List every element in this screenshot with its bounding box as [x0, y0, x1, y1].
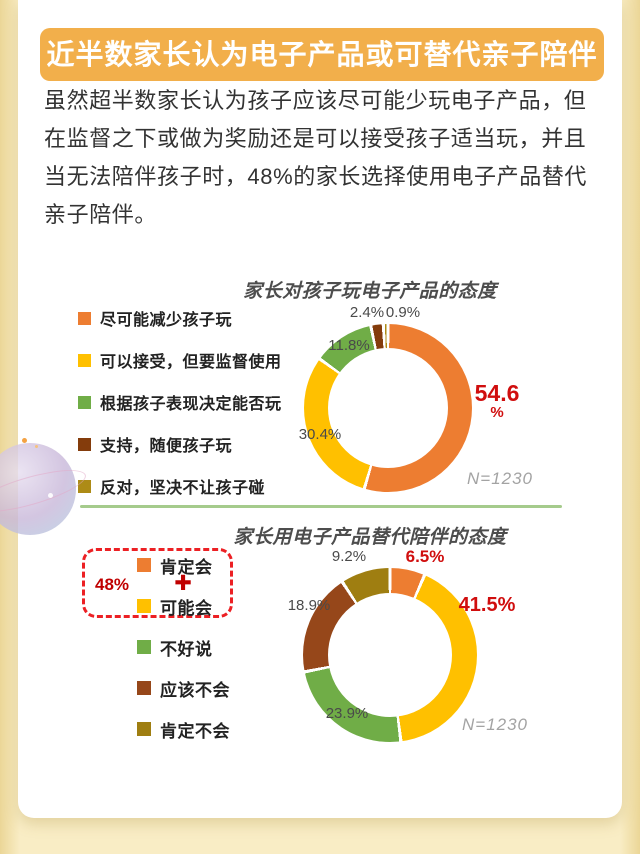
legend-color-swatch [137, 681, 151, 695]
chart2-value-brown: 18.9% [287, 597, 331, 614]
legend-color-swatch [137, 722, 151, 736]
legend-label: 不好说 [160, 639, 213, 659]
section-divider [80, 505, 562, 508]
section-title-banner: 近半数家长认为电子产品或可替代亲子陪伴 [40, 28, 604, 81]
chart1-sample-size: N=1230 [466, 469, 534, 488]
combined-percentage-label: 48% [94, 575, 130, 594]
planet-sphere [0, 443, 76, 535]
sparkle-icon [35, 445, 38, 448]
plus-icon: ✚ [174, 572, 192, 595]
chart2-title: 家长用电子产品替代陪伴的态度 [233, 527, 507, 548]
legend-item: 可以接受，但要监督使用 [78, 353, 282, 371]
legend-label: 反对，坚决不让孩子碰 [100, 480, 266, 497]
legend-color-swatch [78, 311, 91, 325]
chart2-value-yellow-emphasized: 41.5% [458, 594, 516, 616]
legend-label: 应该不会 [160, 680, 230, 700]
legend-color-swatch [137, 558, 151, 572]
chart2-value-orange-emphasized: 6.5% [405, 547, 445, 566]
sparkle-icon [22, 438, 27, 443]
chart1-title: 家长对孩子玩电子产品的态度 [243, 281, 497, 302]
big-value-number: 54.6 [474, 380, 520, 406]
legend-label: 支持，随便孩子玩 [100, 438, 233, 455]
combined-48pct-dashed-box [82, 548, 233, 618]
legend-color-swatch [78, 353, 91, 367]
legend-label: 可以接受，但要监督使用 [100, 354, 282, 371]
chart1-value-yellow: 30.4% [298, 426, 342, 443]
donut-hole [328, 348, 448, 468]
legend-item: 反对，坚决不让孩子碰 [78, 479, 282, 497]
legend-item: 根据孩子表现决定能否玩 [78, 395, 282, 413]
planet-glint [48, 493, 53, 498]
chart2-value-olive: 9.2% [331, 548, 367, 565]
legend-item: 应该不会 [137, 681, 230, 700]
chart1-value-brown: 2.4% [349, 304, 385, 321]
legend-color-swatch [137, 599, 151, 613]
legend-color-swatch [78, 395, 91, 409]
legend-item: 支持，随便孩子玩 [78, 437, 282, 455]
chart1-value-green: 11.8% [328, 337, 370, 354]
chart1-value-orange-emphasized: 54.6 % [470, 381, 524, 421]
legend-label: 肯定会 [160, 557, 213, 577]
legend-label: 尽可能减少孩子玩 [100, 312, 233, 329]
legend-item: 肯定会 [137, 558, 230, 577]
chart2-donut [303, 568, 477, 742]
legend-color-swatch [137, 640, 151, 654]
chart2-sample-size: N=1230 [461, 715, 529, 734]
chart2-legend: 肯定会可能会不好说应该不会肯定不会 [137, 558, 230, 763]
legend-item: 尽可能减少孩子玩 [78, 311, 282, 329]
legend-label: 可能会 [160, 598, 213, 618]
legend-label: 根据孩子表现决定能否玩 [100, 396, 282, 413]
planet-decoration [0, 438, 90, 535]
intro-paragraph: 虽然超半数家长认为孩子应该尽可能少玩电子产品，但在监督之下或做为奖励还是可以接受… [44, 88, 588, 227]
legend-item: 可能会 [137, 599, 230, 618]
legend-color-swatch [78, 479, 91, 493]
legend-color-swatch [78, 437, 91, 451]
chart1-value-olive: 0.9% [385, 304, 421, 321]
chart1-donut [304, 324, 472, 492]
chart1-legend: 尽可能减少孩子玩可以接受，但要监督使用 根据孩子表现决定能否玩 支持，随便孩子玩反对… [78, 311, 282, 521]
legend-item: 肯定不会 [137, 722, 230, 741]
legend-label: 肯定不会 [160, 721, 230, 741]
donut-hole [328, 593, 452, 717]
chart2-value-green: 23.9% [325, 705, 369, 722]
big-value-unit: % [490, 404, 504, 421]
legend-item: 不好说 [137, 640, 230, 659]
